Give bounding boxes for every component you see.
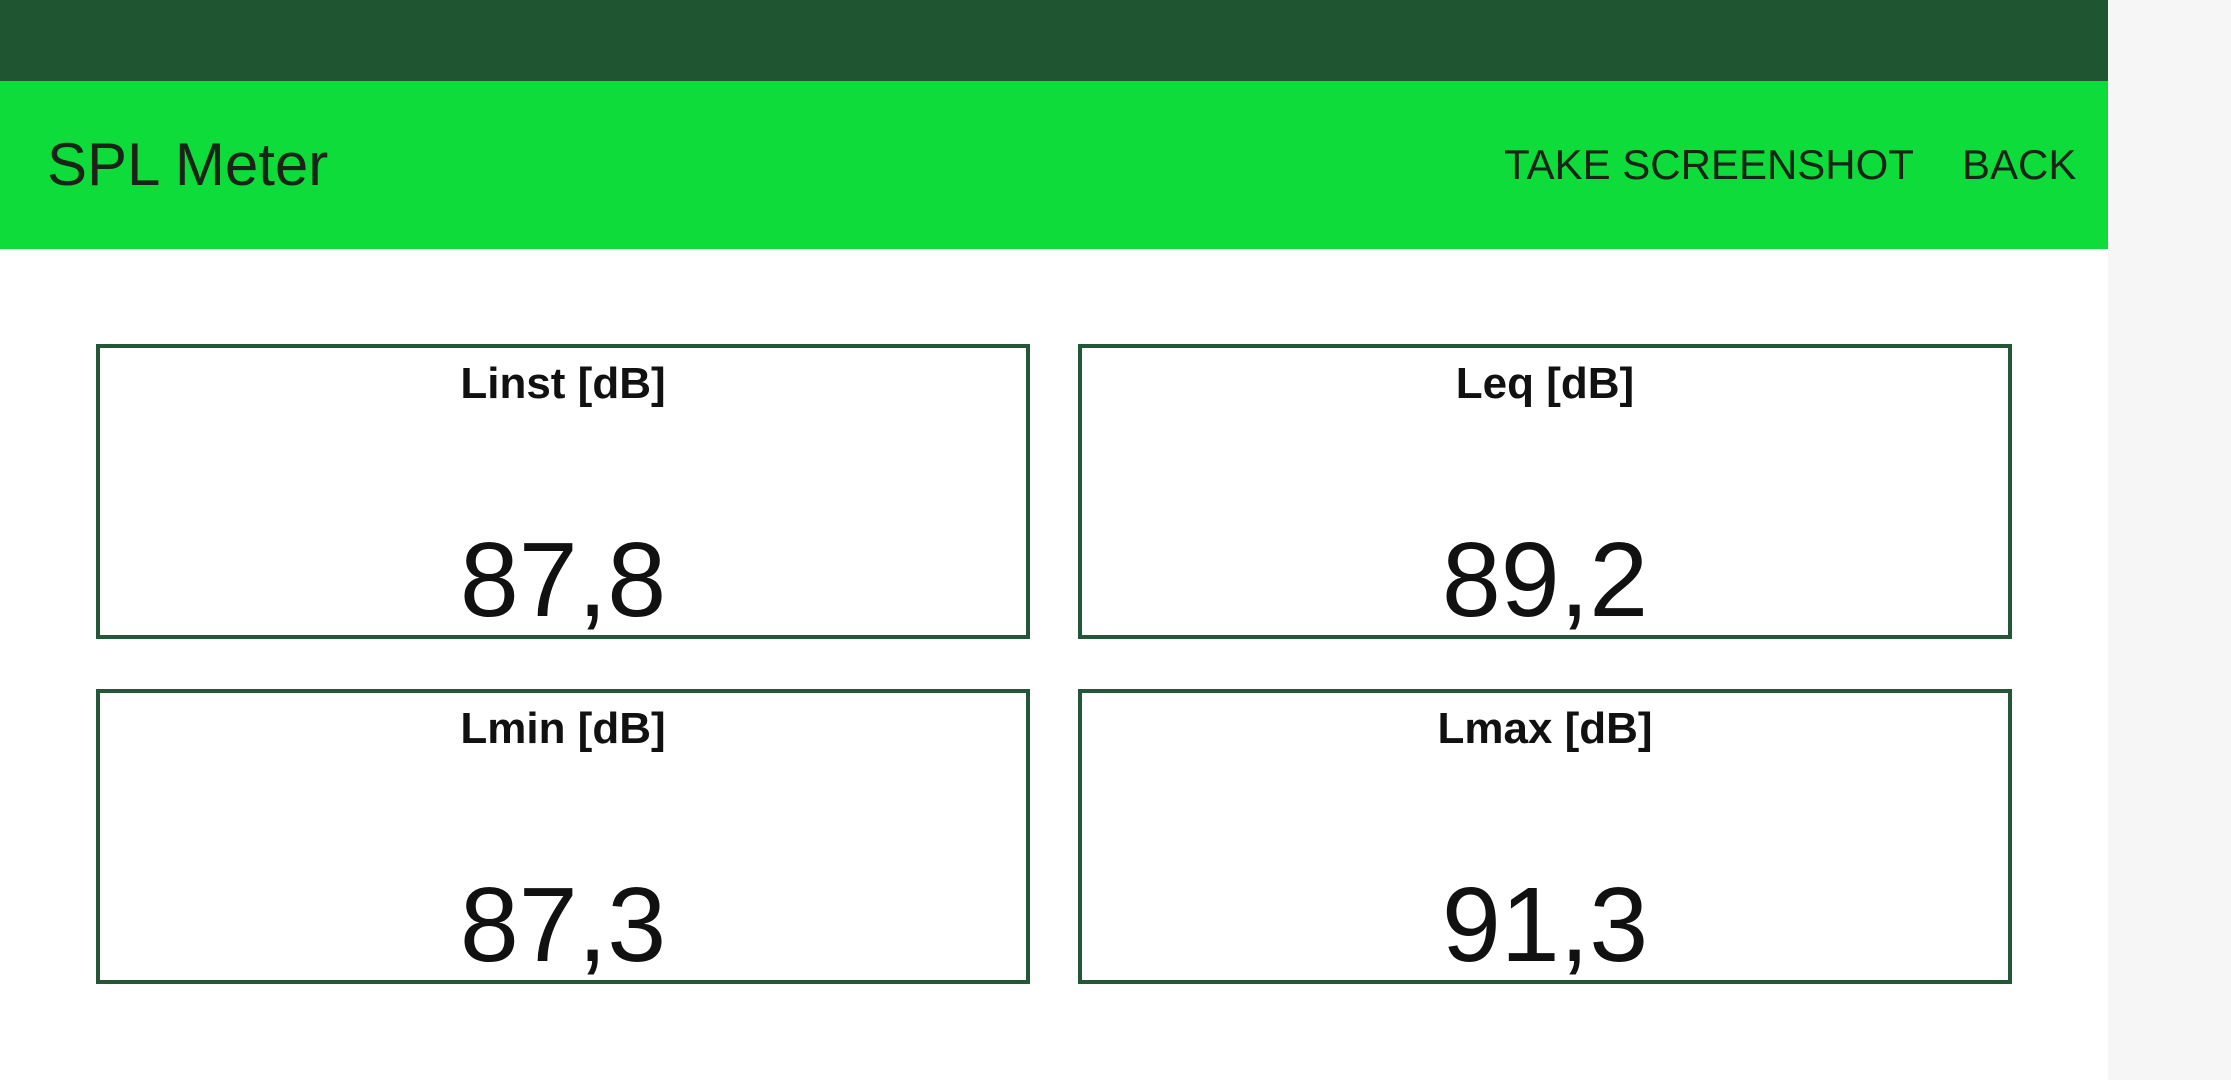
lmin-value: 87,3 (459, 866, 667, 984)
lmin-reading-card: Lmin [dB] 87,3 (96, 689, 1030, 984)
leq-value: 89,2 (1441, 521, 1649, 639)
take-screenshot-button[interactable]: TAKE SCREENSHOT (1504, 141, 1914, 188)
lmax-label: Lmax [dB] (1437, 704, 1653, 753)
app-title: SPL Meter (47, 131, 329, 198)
lmax-reading-card: Lmax [dB] 91,3 (1078, 689, 2012, 984)
status-bar (0, 0, 2108, 81)
linst-reading-card: Linst [dB] 87,8 (96, 344, 1030, 639)
leq-label: Leq [dB] (1455, 359, 1635, 408)
linst-value: 87,8 (459, 521, 667, 639)
app-window: SPL Meter TAKE SCREENSHOT BACK Linst [dB… (0, 0, 2108, 984)
linst-label: Linst [dB] (460, 359, 666, 408)
lmax-value: 91,3 (1441, 866, 1649, 984)
back-button[interactable]: BACK (1962, 141, 2077, 188)
leq-reading-card: Leq [dB] 89,2 (1078, 344, 2012, 639)
lmin-label: Lmin [dB] (460, 704, 666, 753)
app-bar: SPL Meter TAKE SCREENSHOT BACK (0, 81, 2108, 249)
